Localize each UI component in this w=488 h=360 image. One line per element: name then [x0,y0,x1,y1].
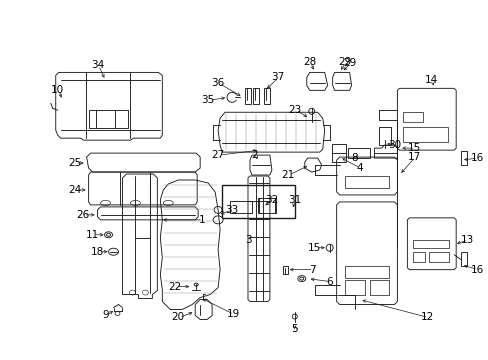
Text: 28: 28 [303,58,316,67]
Text: 7: 7 [309,265,315,275]
Bar [460,151,466,165]
Bar [403,127,447,142]
Bar [344,266,388,278]
Bar [379,127,390,145]
Bar [252,88,259,104]
Text: 16: 16 [469,265,483,275]
Bar [428,252,448,262]
Text: 29: 29 [337,58,350,67]
Text: 25: 25 [68,158,81,168]
Text: 3: 3 [244,235,251,245]
Text: 21: 21 [281,170,294,180]
Text: 6: 6 [325,276,332,287]
Bar [412,240,448,248]
Text: 37: 37 [271,72,284,82]
Text: 36: 36 [211,78,224,88]
Bar [347,148,369,158]
Text: 15: 15 [407,143,420,153]
Text: 29: 29 [342,58,355,68]
Text: 24: 24 [68,185,81,195]
Text: 20: 20 [171,312,184,323]
Bar [460,252,466,266]
Text: 9: 9 [102,310,109,320]
Text: 11: 11 [86,230,99,240]
Bar [229,201,251,213]
Text: 15: 15 [307,243,321,253]
Text: 10: 10 [51,85,64,95]
Text: 17: 17 [407,152,420,162]
Text: 12: 12 [420,312,433,323]
Bar [88,110,128,128]
Text: 35: 35 [201,95,214,105]
Bar [282,266,287,274]
Bar [244,88,250,104]
Text: 13: 13 [460,235,473,245]
Bar [412,252,425,262]
Bar [222,185,294,218]
Bar [331,144,345,162]
Text: 5: 5 [291,324,298,334]
Text: 14: 14 [424,75,437,85]
Bar [344,280,364,294]
Text: 27: 27 [211,150,224,160]
Text: 8: 8 [350,153,357,163]
Text: 2: 2 [251,150,258,160]
Text: 22: 22 [168,282,182,292]
Text: 31: 31 [287,195,301,205]
Text: 33: 33 [225,205,238,215]
Text: 16: 16 [469,153,483,163]
Text: 30: 30 [387,140,400,150]
Text: 19: 19 [226,310,239,319]
Text: 1: 1 [199,215,205,225]
Bar [403,112,423,122]
Text: 23: 23 [287,105,301,115]
Text: 18: 18 [91,247,104,257]
Text: 32: 32 [264,195,278,205]
Text: 26: 26 [76,210,89,220]
Bar [344,176,388,188]
Text: 4: 4 [356,163,362,173]
Text: 34: 34 [91,60,104,71]
Bar [264,88,269,104]
Bar [258,198,275,213]
Bar [369,280,388,294]
